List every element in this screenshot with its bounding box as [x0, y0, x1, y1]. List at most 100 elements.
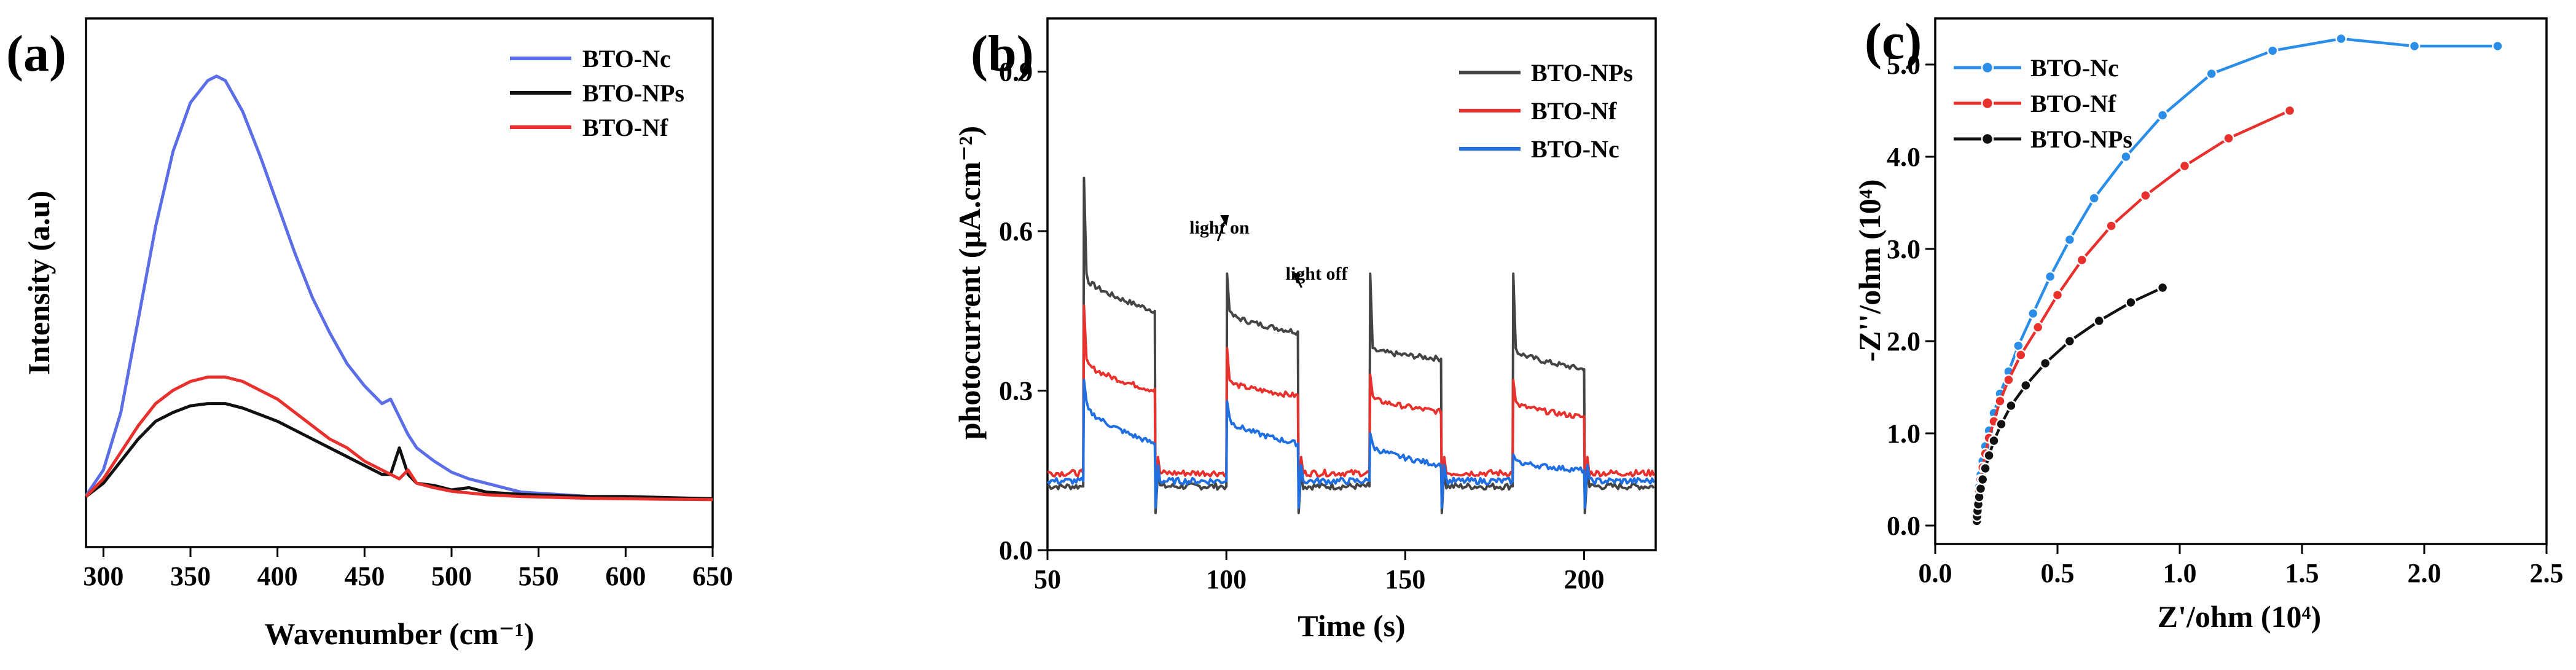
legend-label: BTO-Nf	[582, 114, 668, 141]
series-line-bto-nf	[1975, 109, 2291, 521]
panel-b-legend: BTO-NPs BTO-Nf BTO-Nc	[1459, 59, 1633, 163]
legend-label: BTO-NPs	[2030, 125, 2132, 153]
legend-marker	[1981, 132, 1994, 146]
data-point	[2179, 160, 2191, 172]
data-point	[2044, 270, 2056, 283]
x-tick-label: 400	[257, 561, 298, 591]
legend-label: BTO-Nc	[582, 45, 671, 73]
x-tick-label: 150	[1385, 564, 1425, 594]
legend-label: BTO-NPs	[582, 79, 684, 107]
data-point	[2064, 234, 2076, 246]
y-tick-label: 3.0	[1887, 234, 1920, 264]
x-tick-label: 1.0	[2163, 558, 2197, 588]
x-tick-label: 650	[692, 561, 733, 591]
panel-c-x-axis-title: Z'/ohm (10⁴)	[2158, 599, 2321, 634]
data-point	[2013, 340, 2024, 352]
x-tick-label: 1.5	[2285, 558, 2319, 588]
panel-a-pl-spectra: (a) 300 350 400 450 500 550 600 650 BTO-NcBTO-N…	[6, 17, 733, 651]
data-point	[2266, 45, 2279, 57]
data-point	[2156, 282, 2169, 294]
data-point	[2003, 374, 2014, 386]
x-tick-label: 550	[519, 561, 559, 591]
series-line-bto-nc	[1046, 379, 1655, 509]
data-point	[2284, 104, 2296, 117]
x-tick-label: 2.0	[2408, 558, 2441, 588]
data-point	[1975, 483, 1987, 495]
legend-label: BTO-Nc	[1531, 135, 1619, 163]
data-point	[2005, 400, 2017, 412]
series-line-bto-nc	[84, 74, 713, 500]
data-point	[1995, 418, 2007, 430]
data-point	[2020, 379, 2032, 392]
x-tick-label: 0.0	[1919, 558, 1952, 588]
x-tick-label: 0.5	[2041, 558, 2075, 588]
panel-a-x-axis-title: Wavenumber (cm⁻¹)	[264, 617, 534, 651]
y-tick-label: 0.3	[999, 376, 1033, 406]
series-line-bto-nps	[1047, 176, 1655, 514]
data-point	[2105, 220, 2117, 232]
x-tick-label: 200	[1564, 564, 1605, 594]
data-point	[2140, 189, 2151, 202]
data-point	[1994, 395, 2006, 407]
data-point	[2223, 132, 2234, 144]
data-point	[1988, 435, 2000, 447]
x-tick-label: 450	[344, 561, 385, 591]
series-line-bto-nf	[1047, 304, 1655, 501]
arrow-light-on	[1216, 219, 1226, 242]
panel-c-y-axis-title: -Z''/ohm (10⁴)	[1852, 179, 1887, 362]
y-tick-label: 0.6	[999, 216, 1033, 246]
panel-c-nyquist: (c) 0.0 0.5 1.0 1.5 2.0 2.5 0.0 1.0 2.0 3.0 4.0 5.…	[1852, 13, 2564, 634]
panel-b-series-group	[1046, 176, 1655, 514]
panel-a-label: (a)	[6, 25, 66, 82]
panel-c-plot-frame	[1934, 17, 2548, 545]
panel-b-x-axis-title: Time (s)	[1298, 609, 1405, 643]
panel-a-x-axis: 300 350 400 450 500 550 600 650	[83, 547, 733, 591]
data-point	[2125, 296, 2137, 309]
legend-label: BTO-Nf	[2030, 90, 2116, 117]
panel-c-series-group	[1971, 33, 2504, 527]
data-point	[2015, 349, 2027, 361]
data-point	[2120, 151, 2132, 163]
panel-a-y-axis-title: Intensity (a.u)	[22, 191, 56, 375]
x-tick-label: 500	[431, 561, 472, 591]
data-point	[2039, 357, 2051, 369]
data-point	[2093, 315, 2105, 327]
data-point	[2027, 307, 2039, 320]
y-tick-label: 0.0	[1887, 511, 1920, 541]
arrow-head-light-off	[1293, 272, 1301, 284]
panel-a-series-group	[84, 74, 713, 502]
y-tick-label: 1.0	[1887, 419, 1920, 449]
series-line-bto-nf	[85, 375, 713, 502]
panel-a-plot-frame	[85, 17, 714, 548]
series-line-bto-nps	[85, 402, 713, 500]
arrow-head-light-on	[1220, 215, 1229, 226]
data-point	[2051, 289, 2064, 301]
legend-label: BTO-Nc	[2030, 54, 2119, 82]
data-point	[2076, 254, 2088, 266]
y-tick-label: 2.0	[1887, 326, 1920, 357]
panel-b-plot-frame	[1046, 17, 1657, 551]
panel-c-y-axis: 0.0 1.0 2.0 3.0 4.0 5.0	[1887, 50, 1935, 541]
legend-label: BTO-Nf	[1531, 97, 1617, 125]
x-tick-label: 600	[605, 561, 646, 591]
y-tick-label: 0.9	[999, 57, 1033, 87]
panel-c-x-axis: 0.0 0.5 1.0 1.5 2.0 2.5	[1919, 544, 2564, 588]
data-point	[2492, 40, 2504, 52]
x-tick-label: 300	[83, 561, 123, 591]
legend-label: BTO-NPs	[1531, 59, 1633, 87]
panel-b-x-axis: 50 100 150 200	[1034, 550, 1605, 594]
panel-b-photocurrent: (b) 50 100 150 200 0.00.30.60.9 BTO-NPsBTO-…	[952, 17, 1657, 643]
panel-b-y-axis-title: photocurrent (μA.cm⁻²)	[952, 126, 987, 439]
x-tick-label: 350	[170, 561, 211, 591]
x-tick-label: 100	[1206, 564, 1247, 594]
data-point	[1983, 449, 1995, 462]
legend-marker	[1981, 97, 1994, 110]
legend-marker	[1981, 61, 1994, 74]
panel-a-legend: BTO-Nc BTO-NPs BTO-Nf	[510, 45, 684, 141]
x-tick-label: 50	[1034, 564, 1061, 594]
y-tick-label: 5.0	[1887, 50, 1920, 80]
panel-b-y-axis: 0.0 0.3 0.6 0.9	[999, 57, 1047, 566]
data-point	[2032, 321, 2044, 333]
